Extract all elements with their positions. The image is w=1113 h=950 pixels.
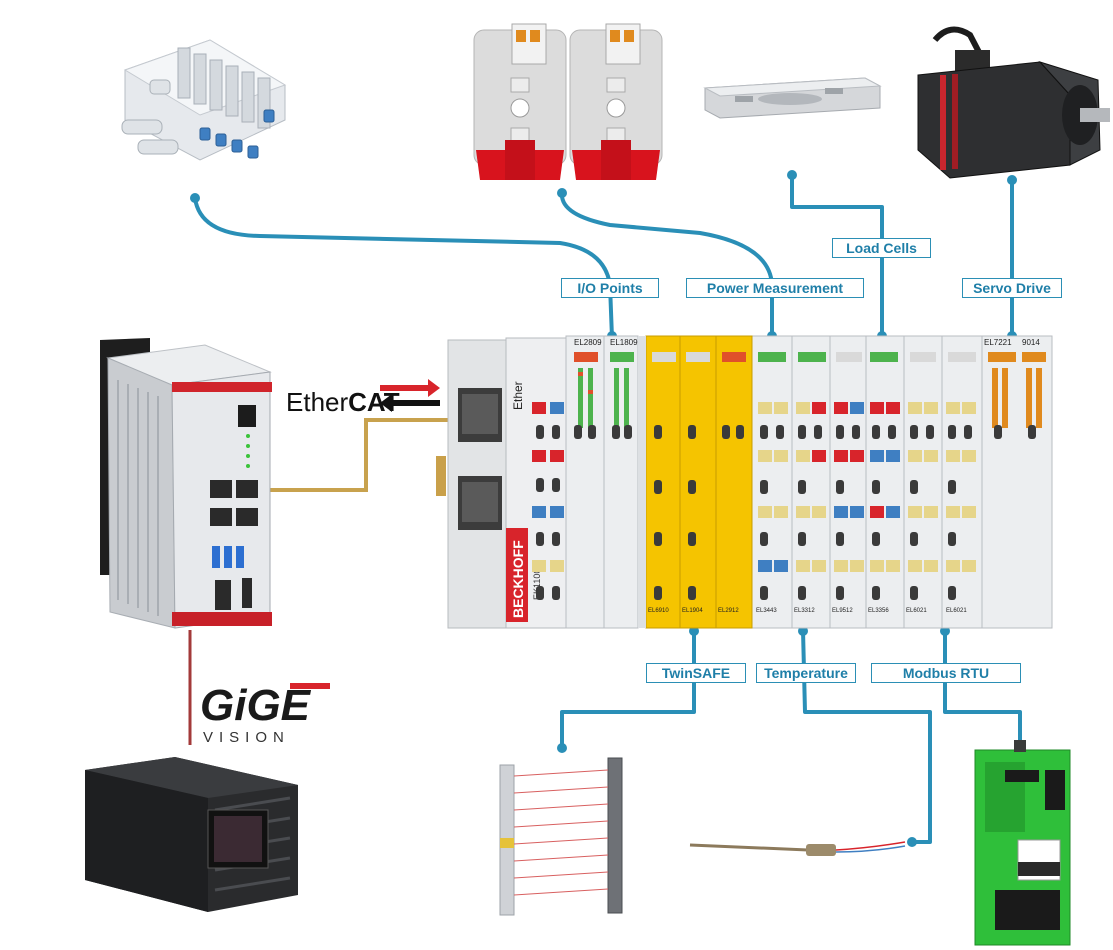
label-servo-drive: Servo Drive [962, 278, 1062, 298]
svg-text:EL6021: EL6021 [906, 608, 927, 614]
beckhoff-io-rack: BECKHOFF EK1100 Ether EL2809 EL1809 EL72… [436, 335, 1053, 629]
svg-text:VISION: VISION [203, 729, 290, 746]
ethercat-logo: EtherCAT [286, 379, 440, 417]
svg-text:GiGE: GiGE [200, 681, 312, 730]
svg-text:EL1809: EL1809 [610, 338, 638, 347]
svg-text:EK1100: EK1100 [532, 569, 542, 600]
current-transformer-image [473, 23, 663, 180]
wire-modbus [943, 628, 1022, 750]
valve-manifold-image [121, 39, 287, 161]
vfd-drive-image [974, 740, 1071, 946]
svg-text:9014: 9014 [1022, 338, 1040, 347]
ethercat-cable [268, 418, 470, 492]
svg-text:Ether: Ether [511, 381, 525, 410]
ethercat-arrow-icon [380, 379, 440, 397]
svg-text:EL6910: EL6910 [648, 608, 669, 614]
gige-vision-logo: GiGE VISION [200, 681, 330, 746]
wire-power-measurement [559, 191, 774, 340]
load-cell-image [703, 77, 882, 119]
svg-text:EL1904: EL1904 [682, 608, 703, 614]
svg-text:EL3312: EL3312 [794, 608, 815, 614]
temperature-probe-image [689, 841, 906, 856]
wire-twinsafe [560, 628, 696, 750]
label-io-points: I/O Points [561, 278, 659, 298]
svg-text:EL9512: EL9512 [832, 608, 853, 614]
label-load-cells: Load Cells [832, 238, 931, 258]
servo-motor-image [917, 26, 1110, 179]
label-modbus-rtu: Modbus RTU [871, 663, 1021, 683]
wire-temperature [801, 628, 932, 844]
svg-text:EL3443: EL3443 [756, 608, 777, 614]
svg-text:BECKHOFF: BECKHOFF [510, 540, 526, 618]
svg-text:EL3356: EL3356 [868, 608, 889, 614]
ethercat-arrow-back-icon [380, 394, 440, 412]
label-power-measurement: Power Measurement [686, 278, 864, 298]
light-curtain-image [499, 757, 623, 916]
label-twinsafe: TwinSAFE [646, 663, 746, 683]
industrial-pc-image [100, 338, 272, 629]
svg-text:EL7221: EL7221 [984, 338, 1012, 347]
svg-text:EL6021: EL6021 [946, 608, 967, 614]
camera-image [85, 757, 298, 912]
svg-text:EL2809: EL2809 [574, 338, 602, 347]
svg-text:EL2912: EL2912 [718, 608, 739, 614]
wire-load-cells [790, 173, 884, 340]
label-temperature: Temperature [756, 663, 856, 683]
wire-io-points [193, 196, 614, 340]
